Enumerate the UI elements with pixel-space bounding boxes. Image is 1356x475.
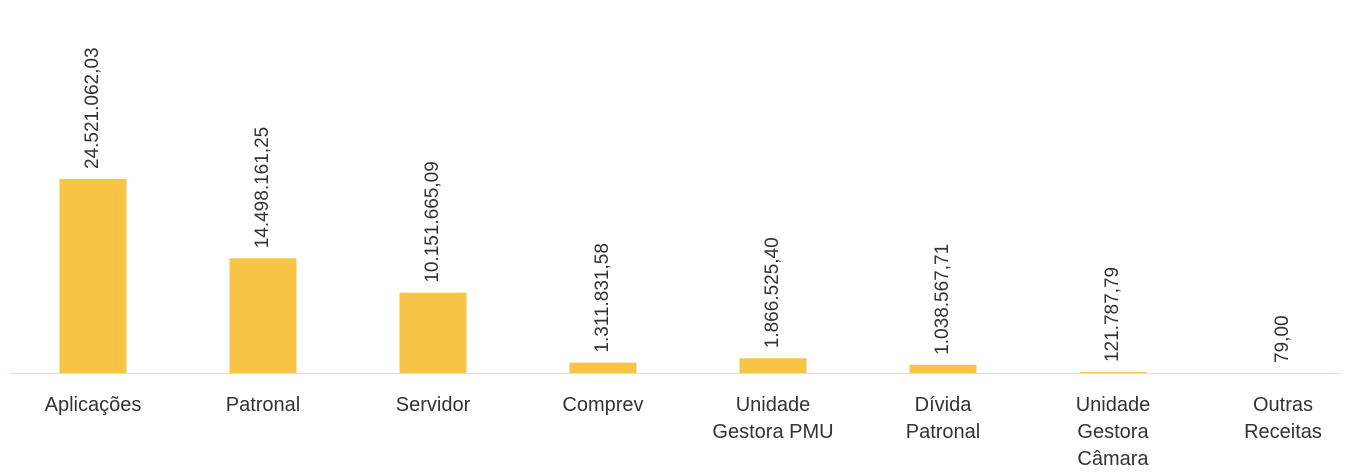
- category-label: Comprev: [562, 394, 644, 416]
- value-label: 1.038.567,71: [932, 244, 953, 355]
- value-label: 121.787,79: [1102, 267, 1123, 362]
- category-label: Servidor: [395, 394, 471, 416]
- value-label: 24.521.062,03: [82, 47, 103, 169]
- bar: [229, 258, 297, 373]
- bar: [1079, 372, 1147, 373]
- category-label: Unidade Gestora PMU: [712, 394, 834, 443]
- bar: [739, 358, 807, 373]
- value-label: 79,00: [1272, 315, 1293, 363]
- category-label: Dívida Patronal: [905, 394, 981, 443]
- bar: [909, 364, 977, 373]
- category-label: Patronal: [225, 394, 301, 416]
- value-label: 10.151.665,09: [422, 161, 443, 283]
- value-label: 1.866.525,40: [762, 237, 783, 348]
- bar: [59, 179, 127, 373]
- value-label: 1.311.831,58: [592, 243, 613, 353]
- bar: [399, 292, 467, 373]
- category-label: Unidade Gestora Câmara: [1075, 394, 1151, 470]
- value-label: 14.498.161,25: [252, 127, 273, 249]
- category-label: Outras Receitas: [1244, 394, 1322, 443]
- bar: [569, 362, 637, 373]
- category-label: Aplicações: [44, 394, 142, 416]
